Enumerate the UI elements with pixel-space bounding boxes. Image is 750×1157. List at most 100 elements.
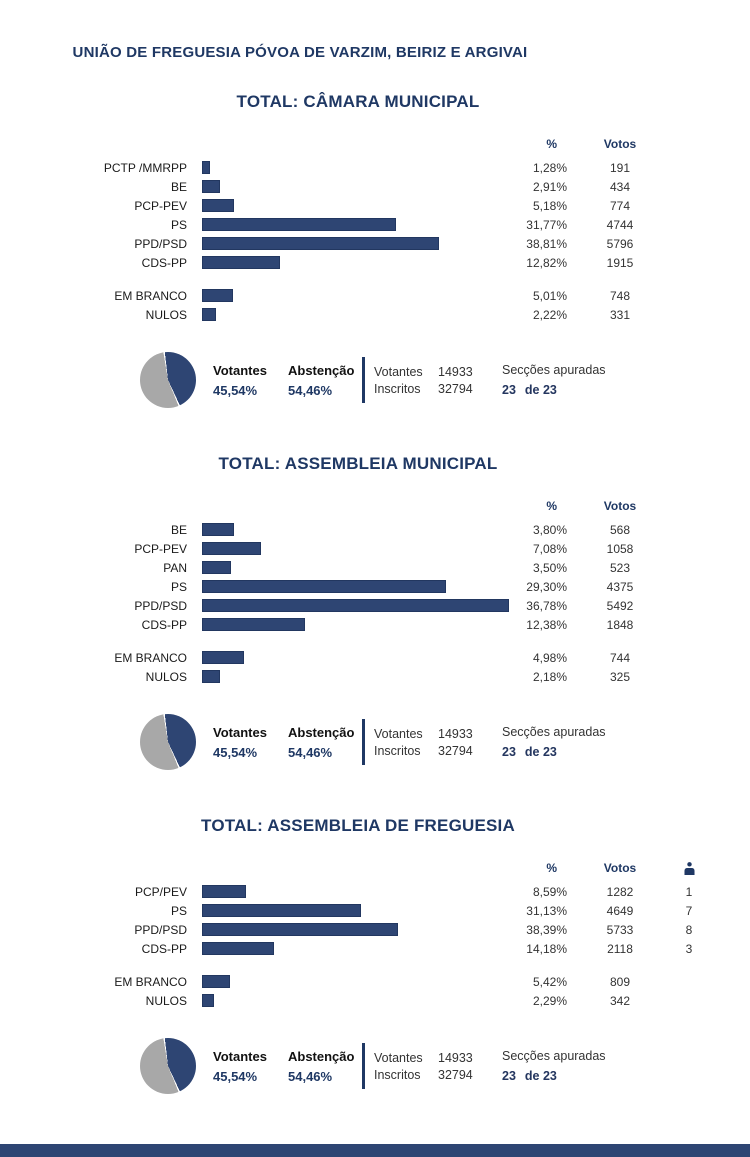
votes-value: 1915 (606, 255, 634, 270)
bar-track (195, 994, 513, 1007)
party-label: EM BRANCO (114, 288, 187, 303)
seccoes-label: Secções apuradas (502, 363, 606, 377)
percent-value: 38,81% (526, 236, 567, 251)
party-label: BE (170, 179, 187, 194)
person-icon (683, 861, 695, 875)
result-bar (202, 199, 234, 212)
vertical-divider (362, 719, 365, 765)
result-bar (202, 904, 361, 917)
percent-value: 4,98% (532, 650, 567, 665)
party-label: PCP-PEV (134, 541, 187, 556)
seccoes-progress: 23 de 23 (502, 383, 606, 397)
result-bar (202, 599, 509, 612)
turnout-pie-chart (140, 1038, 196, 1094)
votantes-block: Votantes 45,54% (213, 725, 288, 760)
page-title: UNIÃO DE FREGUESIA PÓVOA DE VARZIM, BEIR… (72, 44, 528, 61)
blank-null-rows: EM BRANCO 4,98% 744 NULOS 2,18% 325 (0, 648, 716, 686)
votes-value: 325 (609, 669, 631, 684)
chart-header-row: % Votos (0, 136, 716, 152)
bar-track (195, 599, 513, 612)
votantes-percentage: 45,54% (213, 1068, 258, 1084)
percent-value: 7,08% (532, 541, 567, 556)
seccoes-of: de 23 (524, 745, 557, 759)
party-row: PS 31,77% 4744 (0, 215, 716, 234)
bar-track (195, 942, 513, 955)
percent-value: 1,28% (532, 160, 567, 175)
result-bar (202, 580, 447, 593)
bar-track (195, 218, 513, 231)
mandates-value: 1 (685, 884, 693, 899)
party-row: BE 3,80% 568 (0, 520, 716, 539)
percent-column-header: % (546, 861, 557, 875)
inscritos-label: Inscritos (374, 743, 421, 758)
votes-value: 342 (609, 993, 631, 1008)
votantes-percentage: 45,54% (213, 744, 258, 760)
bar-track (195, 561, 513, 574)
bar-track (195, 904, 513, 917)
voters-table: Votantes 14933 Inscritos 32794 (374, 724, 496, 761)
result-bar (202, 523, 234, 536)
votes-value: 523 (609, 560, 631, 575)
abstencao-percentage: 54,46% (288, 1068, 333, 1084)
bar-track (195, 580, 513, 593)
bar-track (195, 618, 513, 631)
party-label: PCTP /MMRPP (103, 160, 187, 175)
result-bar (202, 923, 398, 936)
votes-value: 748 (609, 288, 631, 303)
party-label: PPD/PSD (134, 598, 187, 613)
votantes-count-label: Votantes (374, 1050, 423, 1065)
party-row: PS 31,13% 4649 7 (0, 901, 716, 920)
result-bar (202, 542, 262, 555)
votes-value: 2118 (607, 941, 633, 956)
party-row: PCTP /MMRPP 1,28% 191 (0, 158, 716, 177)
seccoes-label: Secções apuradas (502, 1049, 606, 1063)
party-row: NULOS 2,29% 342 (0, 991, 716, 1010)
percent-value: 31,77% (526, 217, 567, 232)
percent-value: 12,38% (526, 617, 567, 632)
result-bar (202, 975, 230, 988)
vertical-divider (362, 1043, 365, 1089)
party-label: CDS-PP (141, 941, 187, 956)
party-row: CDS-PP 14,18% 2118 3 (0, 939, 716, 958)
result-bar (202, 289, 233, 302)
result-bar (202, 651, 244, 664)
mandates-column-header (669, 861, 709, 875)
abstencao-block: Abstenção 54,46% (288, 1049, 362, 1084)
inscritos-count-value: 32794 (438, 1067, 473, 1082)
seccoes-label: Secções apuradas (502, 725, 606, 739)
voters-table: Votantes 14933 Inscritos 32794 (374, 362, 496, 399)
blank-null-rows: EM BRANCO 5,42% 809 NULOS 2,29% 342 (0, 972, 716, 1010)
votantes-count-value: 14933 (438, 726, 473, 741)
party-rows: PCP/PEV 8,59% 1282 1 PS 31,13% 4649 7 PP… (0, 882, 716, 958)
turnout-pie-chart (140, 714, 196, 770)
party-label: PPD/PSD (134, 922, 187, 937)
votantes-count-row: Votantes 14933 (374, 1051, 496, 1065)
party-row: PS 29,30% 4375 (0, 577, 716, 596)
votes-value: 809 (609, 974, 631, 989)
voters-table: Votantes 14933 Inscritos 32794 (374, 1048, 496, 1085)
result-section: TOTAL: CÂMARA MUNICIPAL % Votos PCTP /MM… (0, 92, 716, 410)
votantes-count-value: 14933 (438, 1050, 473, 1065)
votes-value: 1848 (606, 617, 634, 632)
percent-value: 5,01% (532, 288, 567, 303)
party-label: EM BRANCO (114, 650, 187, 665)
votes-value: 774 (609, 198, 631, 213)
party-rows: BE 3,80% 568 PCP-PEV 7,08% 1058 PAN 3,50… (0, 520, 716, 634)
votantes-block: Votantes 45,54% (213, 363, 288, 398)
votes-value: 5492 (606, 598, 634, 613)
chart-header-row: % Votos (0, 498, 716, 514)
percent-value: 2,29% (532, 993, 567, 1008)
section-title: TOTAL: ASSEMBLEIA MUNICIPAL (218, 454, 498, 473)
party-label: NULOS (145, 307, 187, 322)
bar-track (195, 308, 513, 321)
seccoes-of: de 23 (524, 383, 557, 397)
mandates-value: 8 (685, 922, 693, 937)
result-bar (202, 237, 439, 250)
result-bar (202, 561, 232, 574)
votes-value: 5733 (606, 922, 634, 937)
votantes-label: Votantes (213, 724, 267, 740)
party-label: PS (170, 903, 187, 918)
seccoes-of: de 23 (524, 1069, 557, 1083)
bar-chart: % Votos PCP/PEV 8,59% 1282 1 PS 31,13% 4 (0, 860, 716, 1010)
percent-value: 8,59% (532, 884, 567, 899)
